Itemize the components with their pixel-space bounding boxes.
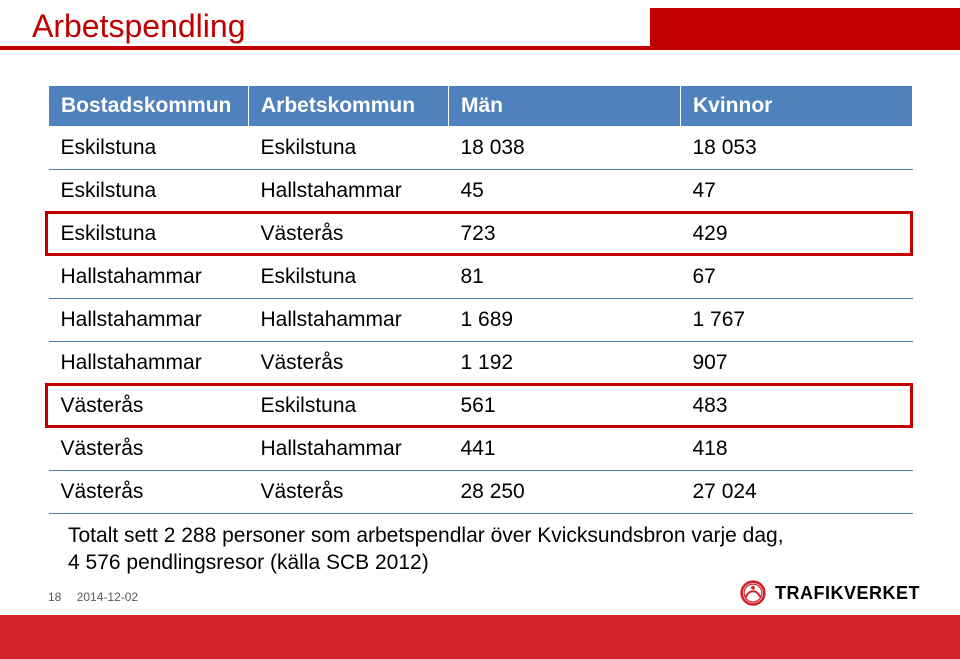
table-cell: 429	[681, 213, 913, 256]
table-cell: Västerås	[49, 385, 249, 428]
table-cell: Hallstahammar	[249, 428, 449, 471]
table-cell: Hallstahammar	[249, 299, 449, 342]
table-cell: 18 053	[681, 127, 913, 170]
page-info: 18 2014-12-02	[48, 590, 150, 604]
table-cell: 1 192	[449, 342, 681, 385]
table-row: VästeråsVästerås28 25027 024	[49, 471, 913, 514]
table-cell: 28 250	[449, 471, 681, 514]
col-man: Män	[449, 86, 681, 127]
table-cell: Eskilstuna	[49, 170, 249, 213]
table-row: VästeråsEskilstuna561483	[49, 385, 913, 428]
col-arbetskommun: Arbetskommun	[249, 86, 449, 127]
table-cell: 418	[681, 428, 913, 471]
slide-title: Arbetspendling	[32, 8, 960, 45]
table-cell: 441	[449, 428, 681, 471]
table-cell: 1 689	[449, 299, 681, 342]
col-bostadskommun: Bostadskommun	[49, 86, 249, 127]
table-cell: 27 024	[681, 471, 913, 514]
logo-symbol-icon	[739, 579, 767, 607]
table-row: HallstahammarVästerås1 192907	[49, 342, 913, 385]
table-cell: Hallstahammar	[249, 170, 449, 213]
table-cell: 67	[681, 256, 913, 299]
table-cell: Västerås	[49, 428, 249, 471]
table-header-row: Bostadskommun Arbetskommun Män Kvinnor	[49, 86, 913, 127]
summary-line-2: 4 576 pendlingsresor (källa SCB 2012)	[68, 549, 888, 576]
table-cell: 81	[449, 256, 681, 299]
col-kvinnor: Kvinnor	[681, 86, 913, 127]
footer-bar	[0, 615, 960, 659]
table-cell: 45	[449, 170, 681, 213]
table-row: VästeråsHallstahammar441418	[49, 428, 913, 471]
table-cell: Hallstahammar	[49, 299, 249, 342]
logo-text: TRAFIKVERKET	[775, 583, 920, 604]
table-container: Bostadskommun Arbetskommun Män Kvinnor E…	[48, 85, 912, 514]
table-cell: Eskilstuna	[249, 127, 449, 170]
table-row: EskilstunaVästerås723429	[49, 213, 913, 256]
table-cell: Eskilstuna	[49, 127, 249, 170]
table-cell: 723	[449, 213, 681, 256]
trafikverket-logo: TRAFIKVERKET	[739, 579, 920, 607]
summary-line-1: Totalt sett 2 288 personer som arbetspen…	[68, 522, 888, 549]
table-cell: Västerås	[249, 342, 449, 385]
table-cell: Eskilstuna	[49, 213, 249, 256]
summary-text: Totalt sett 2 288 personer som arbetspen…	[68, 522, 888, 577]
title-underline	[0, 46, 960, 50]
table-row: EskilstunaEskilstuna18 03818 053	[49, 127, 913, 170]
table-cell: Västerås	[49, 471, 249, 514]
table-cell: Västerås	[249, 213, 449, 256]
table-cell: 483	[681, 385, 913, 428]
table-cell: 47	[681, 170, 913, 213]
table-cell: 18 038	[449, 127, 681, 170]
page-number: 18	[48, 590, 61, 604]
table-row: HallstahammarHallstahammar1 6891 767	[49, 299, 913, 342]
title-bar: Arbetspendling	[32, 8, 960, 60]
commuting-table: Bostadskommun Arbetskommun Män Kvinnor E…	[48, 85, 913, 514]
table-cell: Eskilstuna	[249, 385, 449, 428]
table-row: HallstahammarEskilstuna8167	[49, 256, 913, 299]
table-cell: Hallstahammar	[49, 256, 249, 299]
table-cell: Västerås	[249, 471, 449, 514]
table-row: EskilstunaHallstahammar4547	[49, 170, 913, 213]
table-cell: Hallstahammar	[49, 342, 249, 385]
page-date: 2014-12-02	[77, 590, 138, 604]
table-cell: 907	[681, 342, 913, 385]
slide: Arbetspendling Bostadskommun Arbetskommu…	[0, 0, 960, 659]
table-cell: Eskilstuna	[249, 256, 449, 299]
table-cell: 561	[449, 385, 681, 428]
table-cell: 1 767	[681, 299, 913, 342]
